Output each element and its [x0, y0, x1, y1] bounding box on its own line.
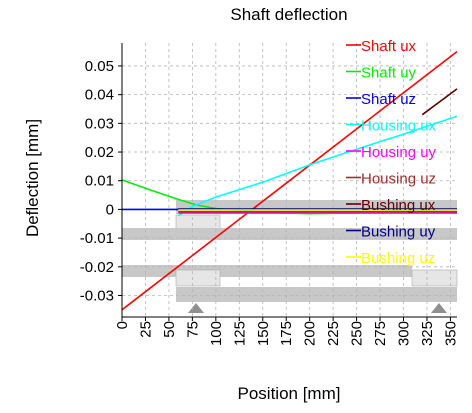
- x-tick-label: 200: [302, 321, 319, 346]
- legend-label: Shaft ux: [361, 38, 417, 55]
- y-tick-label: 0.04: [85, 87, 114, 104]
- y-tick-label: 0.01: [85, 173, 114, 190]
- y-axis-label: Deflection [mm]: [23, 119, 42, 237]
- x-tick-label: 25: [138, 321, 155, 338]
- x-tick-label: 300: [396, 321, 413, 346]
- bushing-block-right: [411, 269, 458, 287]
- legend-label: Bushing ux: [361, 197, 436, 214]
- plot-axes: [118, 43, 457, 321]
- legend-label: Bushing uy: [361, 224, 436, 241]
- x-tick-label: 325: [419, 321, 436, 346]
- series-line-housing-ux: [177, 115, 458, 217]
- x-tick-label: 175: [278, 321, 295, 346]
- x-tick-label: 225: [325, 321, 342, 346]
- bushing-block-mid: [175, 269, 221, 287]
- data-series: [121, 50, 458, 311]
- y-tick-label: 0.05: [85, 58, 114, 75]
- x-tick-label: 350: [442, 321, 459, 346]
- x-tick-label: 275: [372, 321, 389, 346]
- x-tick-labels: 0 25 50 75 100 125 150 175 200 225 250 275 300 325 350: [114, 321, 459, 346]
- x-tick-label: 100: [208, 321, 225, 346]
- chart-title: Shaft deflection: [230, 5, 347, 24]
- x-tick-label: 250: [349, 321, 366, 346]
- legend-label: Housing uy: [361, 144, 437, 161]
- bushing-block-left: [175, 214, 221, 230]
- x-tick-label: 125: [231, 321, 248, 346]
- y-tick-label: 0: [106, 201, 114, 218]
- legend-label: Shaft uy: [361, 65, 417, 82]
- y-tick-labels: 0.05 0.04 0.03 0.02 0.01 0 -0.01 -0.02 -0.03: [80, 58, 114, 305]
- series-line-bushing-ux: [421, 88, 458, 116]
- y-tick-label: -0.02: [80, 259, 114, 276]
- y-tick-label: 0.02: [85, 144, 114, 161]
- x-tick-label: 150: [255, 321, 272, 346]
- series-line-shaft-ux: [121, 50, 458, 311]
- y-tick-label: -0.01: [80, 230, 114, 247]
- x-axis-label: Position [mm]: [238, 384, 341, 403]
- base-band: [176, 287, 457, 302]
- legend-label: Shaft uz: [361, 91, 416, 108]
- support-right-icon: [431, 303, 447, 313]
- x-tick-label: 75: [184, 321, 201, 338]
- y-tick-label: -0.03: [80, 287, 114, 304]
- support-left-icon: [188, 303, 204, 313]
- x-tick-label: 50: [161, 321, 178, 338]
- legend: Shaft ux Shaft uy Shaft uz Housing ux Housin…: [346, 38, 437, 267]
- legend-label: Housing ux: [361, 118, 437, 135]
- y-tick-label: 0.03: [85, 115, 114, 132]
- legend-label: Housing uz: [361, 171, 436, 188]
- legend-label: Bushing uz: [361, 250, 435, 267]
- shaft-band-upper: [122, 228, 457, 240]
- x-tick-label: 0: [114, 321, 131, 329]
